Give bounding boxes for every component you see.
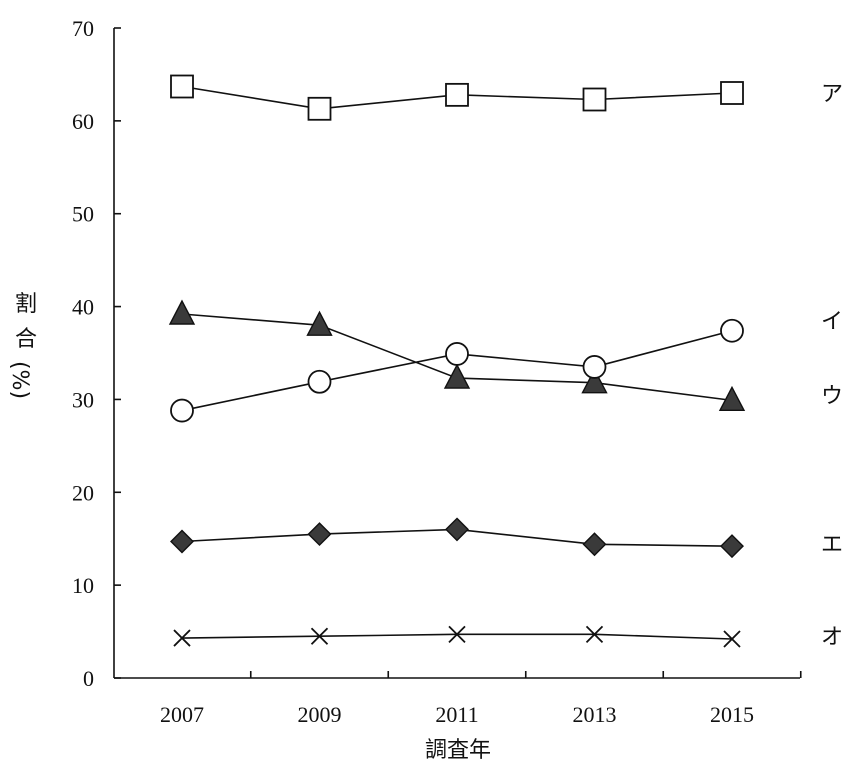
- x-tick-label: 2007: [160, 702, 204, 727]
- series-4-point-5: [720, 534, 744, 559]
- series-4-point-3: [445, 517, 469, 542]
- series-3-point-1: [170, 398, 194, 423]
- series-3-point-2: [307, 369, 332, 394]
- series-2-point-5: [718, 385, 746, 412]
- series-2-point-3: [443, 363, 471, 389]
- series-label-4: エ: [821, 532, 843, 557]
- series-3-point-3: [445, 342, 469, 366]
- series-3-point-5: [720, 318, 744, 343]
- series-label-1: ア: [821, 82, 843, 107]
- y-axis-label-part-1: 割: [15, 292, 37, 317]
- y-tick-label: 20: [72, 480, 94, 505]
- x-tick-label: 2015: [710, 702, 754, 727]
- series-5-point-5: [723, 630, 741, 648]
- series-1-point-2: [307, 96, 332, 121]
- y-tick-label: 60: [72, 109, 94, 134]
- series-5-point-4: [585, 625, 604, 643]
- series-4-point-4: [582, 532, 607, 557]
- series-1-point-1: [170, 74, 194, 99]
- axes: [113, 27, 802, 679]
- x-tick-label: 2013: [573, 702, 617, 727]
- y-axis-label-part-2: 合: [15, 327, 37, 352]
- y-axis-label-part-3: (%): [7, 361, 32, 399]
- series-3-point-4: [582, 355, 607, 379]
- series-label-5: オ: [821, 625, 843, 650]
- series-1-point-3: [445, 82, 469, 107]
- x-axis-label: 調査年: [425, 738, 491, 763]
- y-tick-label: 70: [72, 16, 94, 41]
- series-1-point-4: [582, 87, 607, 112]
- y-tick-label: 10: [72, 573, 94, 598]
- y-tick-label: 40: [72, 295, 94, 320]
- y-tick-label: 30: [72, 387, 94, 412]
- series-4-point-1: [170, 529, 194, 554]
- series-5-point-2: [310, 627, 329, 645]
- series-5-point-1: [173, 629, 191, 647]
- y-tick-label: 0: [83, 666, 94, 691]
- y-tick-label: 50: [72, 202, 94, 227]
- series-1-point-5: [720, 81, 744, 105]
- series-2-point-2: [306, 310, 333, 336]
- x-tick-label: 2011: [435, 702, 478, 727]
- series-label-2: イ: [821, 310, 843, 335]
- series-2-point-4: [581, 368, 608, 394]
- tick-labels: 0 10 20 30 40 50 60 70 2007 2009 2011 2013 2015: [72, 16, 754, 727]
- series-label-3: ウ: [821, 384, 843, 409]
- x-tick-label: 2009: [298, 702, 342, 727]
- series-5-point-3: [448, 625, 466, 643]
- series-4-point-2: [307, 522, 332, 547]
- series-markers: [168, 74, 746, 648]
- series-2-point-1: [168, 299, 196, 325]
